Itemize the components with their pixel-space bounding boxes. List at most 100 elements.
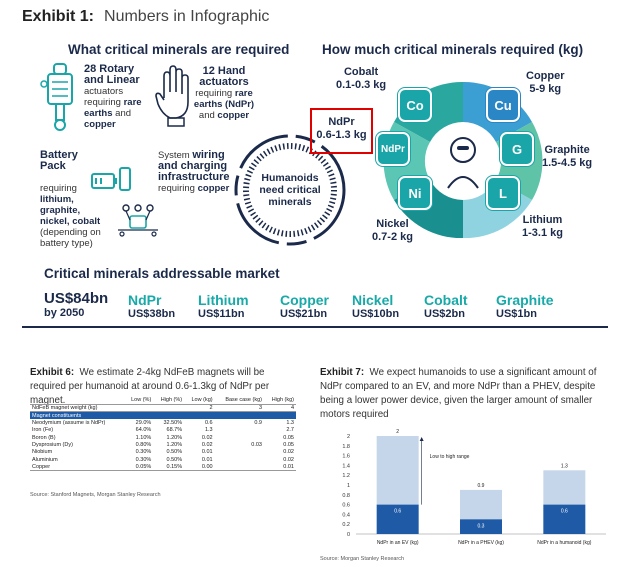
row-cell: 0.6 xyxy=(204,419,213,426)
row-cell: 0.00 xyxy=(184,463,215,472)
row-label: Neodymium (assume is NdPr) xyxy=(32,419,106,426)
battery-text1: requiring xyxy=(40,183,77,194)
bar-low xyxy=(376,504,419,534)
row-cell xyxy=(215,449,264,456)
rotary-actuators-card: 28 Rotary and Linear actuators requiring… xyxy=(84,63,154,131)
table-row: Neodymium (assume is NdPr) 29.0% 32.50% 0.6… xyxy=(30,419,296,426)
bar-high-label: 2 xyxy=(396,429,399,435)
market-nickel: Nickel US$10bn xyxy=(352,292,399,320)
y-tick-label: 0.8 xyxy=(342,493,350,499)
battery-text2: (depending on battery type) xyxy=(40,227,101,249)
lithium-name: Lithium xyxy=(522,214,563,226)
row-cell: 0.01 xyxy=(201,456,213,463)
graphite-name: Graphite xyxy=(544,144,590,156)
row-label: Dysprosium (Dy) xyxy=(32,442,73,449)
col-high-kg: High (kg) xyxy=(264,397,296,405)
hand-actuators-card: 12 Hand actuators requiring rare earths … xyxy=(188,65,260,122)
market-graphite: Graphite US$1bn xyxy=(496,292,554,320)
exhibit7-source: Source: Morgan Stanley Research xyxy=(320,556,405,562)
hand-copper: copper xyxy=(217,110,250,121)
row-cell: 1.20% xyxy=(166,442,183,449)
range-annotation: Low to high range xyxy=(430,454,470,460)
ndpr-value: 0.6-1.3 kg xyxy=(316,129,367,141)
market-lithium-value: US$11bn xyxy=(198,308,245,320)
wiring-card: System wiring and charging infrastructur… xyxy=(158,150,240,195)
ndpr-name: NdPr xyxy=(328,116,355,128)
market-graphite-value: US$1bn xyxy=(496,308,537,320)
y-tick-label: 2 xyxy=(347,434,350,440)
row-cell: 0.05% xyxy=(123,463,154,472)
rotary-text1: actuators requiring xyxy=(84,86,124,108)
table-row: Iron (Fe) 64.0% 68.7% 1.3 2.7 xyxy=(30,427,296,434)
row-cell: 0.9 xyxy=(254,419,262,426)
row-cell: 1.3 xyxy=(286,419,294,426)
row-cell: 68.7% xyxy=(166,427,183,434)
graphite-value: 1.5-4.5 kg xyxy=(542,157,593,169)
battery-card: Battery Pack requiring lithium, graphite… xyxy=(40,150,104,250)
market-copper-value: US$21bn xyxy=(280,308,328,320)
wiring-text2: requiring xyxy=(158,183,198,194)
weight-row-label: NdFeB magnet weight (kg) xyxy=(30,404,124,413)
market-lithium: Lithium US$11bn xyxy=(198,292,249,320)
exhibit7-label: Exhibit 7: xyxy=(320,367,365,378)
constituents-label: Magnet constituents xyxy=(30,411,296,420)
market-total-value: US$84bn xyxy=(44,290,109,307)
row-cell: 2.7 xyxy=(286,427,294,434)
copper-label: Copper 5-9 kg xyxy=(526,70,565,96)
hand-icon xyxy=(155,65,189,127)
copper-hex: Cu xyxy=(486,88,520,122)
rotary-text2: and xyxy=(112,108,132,119)
rotary-pink: rare earths xyxy=(84,97,142,119)
wiring-copper: copper xyxy=(197,183,230,194)
market-nickel-name: Nickel xyxy=(352,292,394,308)
ndfeb-table: Low (%) High (%) Low (kg) Base case (kg)… xyxy=(30,397,296,472)
row-cell: 64.0% xyxy=(135,427,152,434)
exhibit1-label: Exhibit 1: xyxy=(22,8,95,25)
row-cell: 1.10% xyxy=(135,434,152,441)
center-ring xyxy=(234,134,346,246)
bar-high-range xyxy=(460,489,502,520)
market-copper: Copper US$21bn xyxy=(280,292,329,320)
row-cell: 0.01 xyxy=(264,463,296,472)
market-ndpr: NdPr US$38bn xyxy=(128,292,175,320)
battery-icon xyxy=(91,167,131,191)
exhibit6-label: Exhibit 6: xyxy=(30,367,75,378)
x-tick-label: NdPr in a humanoid (kg) xyxy=(537,540,592,546)
row-cell xyxy=(214,463,264,472)
row-cell: 0.80% xyxy=(135,442,152,449)
row-cell: 29.0% xyxy=(135,419,152,426)
row-cell: 0.03 xyxy=(251,442,262,449)
nickel-value: 0.7-2 kg xyxy=(372,231,413,243)
table-row: Dysprosium (Dy) 0.80% 1.20% 0.02 0.03 0.05 xyxy=(30,441,296,448)
hand-pink: rare earths (NdPr) xyxy=(193,88,255,110)
y-tick-label: 0.2 xyxy=(342,522,350,528)
exhibit1-subtitle: Numbers in Infographic xyxy=(104,8,270,25)
table-row: Copper 0.05% 0.15% 0.00 0.01 xyxy=(30,463,296,472)
row-cell: 32.50% xyxy=(163,419,183,426)
row-cell: 0.30% xyxy=(135,449,152,456)
y-tick-label: 0.6 xyxy=(342,503,350,509)
hand-bold: 12 Hand actuators xyxy=(199,65,249,88)
row-cell: 0.02 xyxy=(283,449,294,456)
y-tick-label: 1.6 xyxy=(342,454,350,460)
battery-pink: lithium, graphite, nickel, cobalt xyxy=(40,194,101,227)
nickel-name: Nickel xyxy=(376,218,409,230)
lithium-label: Lithium 1-3.1 kg xyxy=(522,214,563,240)
bar-low xyxy=(460,519,502,534)
exhibit1-divider xyxy=(22,326,608,328)
row-cell: 0.50% xyxy=(166,456,183,463)
row-cell xyxy=(215,456,264,463)
x-tick-label: NdPr in a PHEV (kg) xyxy=(458,540,504,546)
range-arrow-head xyxy=(419,437,424,441)
exhibit6-source: Source: Stanford Magnets, Morgan Stanley… xyxy=(30,492,161,498)
row-cell: 1.20% xyxy=(166,434,183,441)
nickel-label: Nickel 0.7-2 kg xyxy=(372,218,413,244)
col-low-pct: Low (%) xyxy=(123,397,154,405)
rotary-bold: 28 Rotary and Linear xyxy=(84,63,140,86)
center-label: Humanoids need critical minerals xyxy=(259,172,321,208)
market-cobalt: Cobalt US$2bn xyxy=(424,292,468,320)
market-nickel-value: US$10bn xyxy=(352,308,400,320)
cobalt-name: Cobalt xyxy=(343,66,379,78)
row-cell: 0.15% xyxy=(153,463,185,472)
ndpr-hex: NdPr xyxy=(376,132,410,166)
